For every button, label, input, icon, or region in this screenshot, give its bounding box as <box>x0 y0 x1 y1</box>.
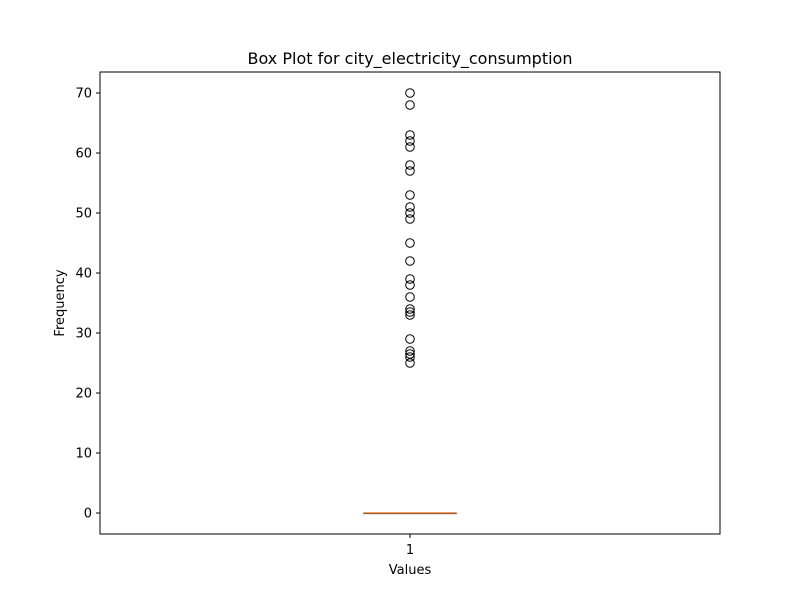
x-tick-label: 1 <box>406 543 414 558</box>
outlier-point <box>405 130 415 140</box>
y-axis-title: Frequency <box>53 269 68 336</box>
outlier-point <box>405 256 415 266</box>
y-tick-label: 0 <box>84 507 92 522</box>
outlier-point <box>405 208 415 218</box>
outlier-point <box>405 274 415 284</box>
outlier-point <box>405 346 415 356</box>
y-tick-label: 60 <box>75 147 92 162</box>
outlier-point <box>405 166 415 176</box>
outlier-point <box>405 88 415 98</box>
chart-title: Box Plot for city_electricity_consumptio… <box>248 49 573 69</box>
outlier-point <box>405 352 415 362</box>
x-axis-title: Values <box>389 563 432 578</box>
outlier-point <box>405 214 415 224</box>
outlier-point <box>405 310 415 320</box>
outlier-point <box>405 349 415 359</box>
outlier-point <box>405 307 415 317</box>
x-axis: 1 <box>406 534 414 558</box>
outlier-point <box>405 292 415 302</box>
box-group <box>363 88 457 515</box>
plot-area <box>99 71 721 535</box>
y-tick-label: 70 <box>75 87 92 102</box>
y-axis: 0 10 20 30 40 50 60 70 <box>75 87 100 522</box>
outlier-point <box>405 304 415 314</box>
outlier-point <box>405 334 415 344</box>
y-tick-label: 40 <box>75 267 92 282</box>
outlier-point <box>405 190 415 200</box>
outlier-point <box>405 100 415 110</box>
y-tick-label: 50 <box>75 207 92 222</box>
outlier-point <box>405 142 415 152</box>
y-tick-label: 30 <box>75 327 92 342</box>
outlier-point <box>405 202 415 212</box>
outlier-point <box>405 136 415 146</box>
y-tick-label: 20 <box>75 387 92 402</box>
outlier-point <box>405 280 415 290</box>
y-tick-label: 10 <box>75 447 92 462</box>
outlier-point <box>405 160 415 170</box>
outlier-point <box>405 238 415 248</box>
